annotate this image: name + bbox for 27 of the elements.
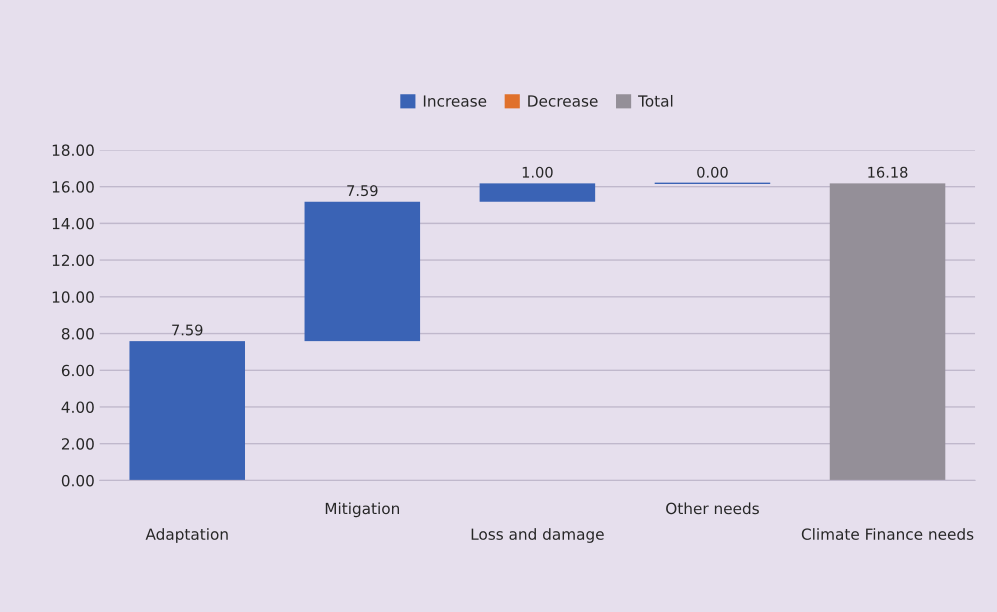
y-tick-label: 8.00 (62, 328, 94, 340)
legend-label: Decrease (528, 95, 598, 107)
y-tick-label: 16.00 (52, 181, 94, 193)
data-label: 0.00 (697, 166, 728, 178)
y-tick-label: 4.00 (62, 401, 94, 413)
y-tick-label: 12.00 (52, 254, 94, 266)
y-tick-label: 10.00 (52, 291, 94, 303)
y-tick-label: 14.00 (52, 218, 94, 230)
bar (129, 341, 246, 480)
legend-label: Total (638, 94, 672, 107)
data-label: 16.18 (868, 166, 908, 178)
y-tick-label: 2.00 (62, 438, 94, 450)
data-label: 7.59 (347, 185, 378, 196)
x-tick-label: Mitigation (326, 502, 400, 518)
x-tick-label: Climate Finance needs (802, 528, 974, 540)
x-tick-label: Loss and damage (472, 528, 604, 543)
y-tick-label: 6.00 (62, 364, 94, 376)
data-label: 7.59 (172, 324, 202, 336)
bar (304, 202, 420, 342)
bar (480, 183, 596, 202)
legend-label: Increase (424, 95, 486, 107)
bar (830, 183, 946, 480)
x-tick-label: Adaptation (146, 528, 228, 543)
y-tick-label: 0.00 (62, 474, 94, 486)
x-tick-label: Other needs (666, 502, 759, 514)
data-label: 1.00 (522, 166, 553, 178)
y-tick-label: 18.00 (52, 144, 94, 156)
